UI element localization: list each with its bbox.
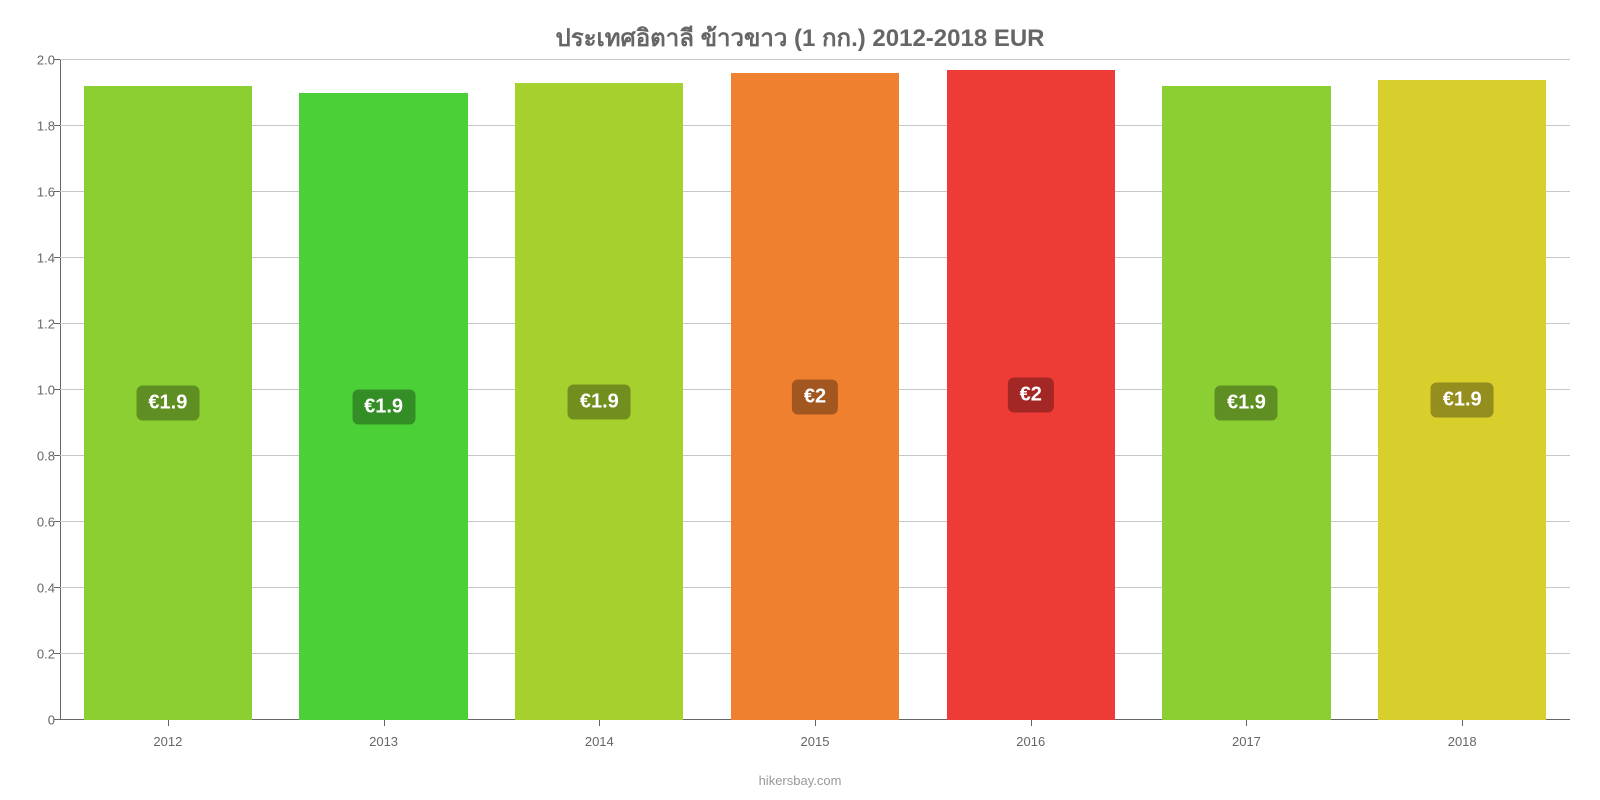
y-tick-label: 0.8 [15, 449, 55, 464]
bar-slot: €1.92012 [60, 60, 276, 720]
y-tick-label: 0.2 [15, 647, 55, 662]
x-tick-mark [168, 720, 169, 726]
bar: €1.9 [515, 83, 683, 720]
bar-slot: €1.92014 [491, 60, 707, 720]
bar-slot: €1.92017 [1139, 60, 1355, 720]
y-tick-label: 1.8 [15, 119, 55, 134]
bar-slot: €22015 [707, 60, 923, 720]
bar-value-label: €1.9 [568, 384, 631, 419]
bar-value-label: €1.9 [136, 386, 199, 421]
x-tick-label: 2017 [1232, 734, 1261, 749]
y-tick-label: 1.4 [15, 251, 55, 266]
bar: €2 [947, 70, 1115, 720]
attribution: hikersbay.com [0, 773, 1600, 788]
y-tick-label: 1.2 [15, 317, 55, 332]
x-tick-mark [1246, 720, 1247, 726]
bar: €1.9 [84, 86, 252, 720]
bar-value-label: €2 [1008, 377, 1054, 412]
x-tick-mark [1031, 720, 1032, 726]
x-tick-mark [384, 720, 385, 726]
y-tick-label: 0.4 [15, 581, 55, 596]
x-tick-label: 2013 [369, 734, 398, 749]
x-tick-label: 2014 [585, 734, 614, 749]
x-tick-label: 2018 [1448, 734, 1477, 749]
y-tick-label: 1.0 [15, 383, 55, 398]
bar-value-label: €1.9 [352, 389, 415, 424]
bar-slot: €1.92018 [1354, 60, 1570, 720]
x-tick-label: 2016 [1016, 734, 1045, 749]
y-tick-label: 2.0 [15, 53, 55, 68]
x-tick-mark [1462, 720, 1463, 726]
bar-value-label: €1.9 [1431, 382, 1494, 417]
y-tick-label: 0 [15, 713, 55, 728]
chart-title: ประเทศอิตาลี ข้าวขาว (1 กก.) 2012-2018 E… [0, 0, 1600, 57]
plot-area: 00.20.40.60.81.01.21.41.61.82.0 €1.92012… [60, 60, 1570, 720]
x-tick-label: 2012 [153, 734, 182, 749]
bars-group: €1.92012€1.92013€1.92014€22015€22016€1.9… [60, 60, 1570, 720]
x-tick-mark [599, 720, 600, 726]
bar: €1.9 [1378, 80, 1546, 720]
bar: €1.9 [1162, 86, 1330, 720]
bar-slot: €22016 [923, 60, 1139, 720]
x-tick-label: 2015 [801, 734, 830, 749]
chart-container: ประเทศอิตาลี ข้าวขาว (1 กก.) 2012-2018 E… [0, 0, 1600, 800]
bar-value-label: €1.9 [1215, 386, 1278, 421]
bar-slot: €1.92013 [276, 60, 492, 720]
bar: €1.9 [299, 93, 467, 720]
y-tick-label: 0.6 [15, 515, 55, 530]
bar: €2 [731, 73, 899, 720]
bar-value-label: €2 [792, 379, 838, 414]
x-tick-mark [815, 720, 816, 726]
y-tick-label: 1.6 [15, 185, 55, 200]
